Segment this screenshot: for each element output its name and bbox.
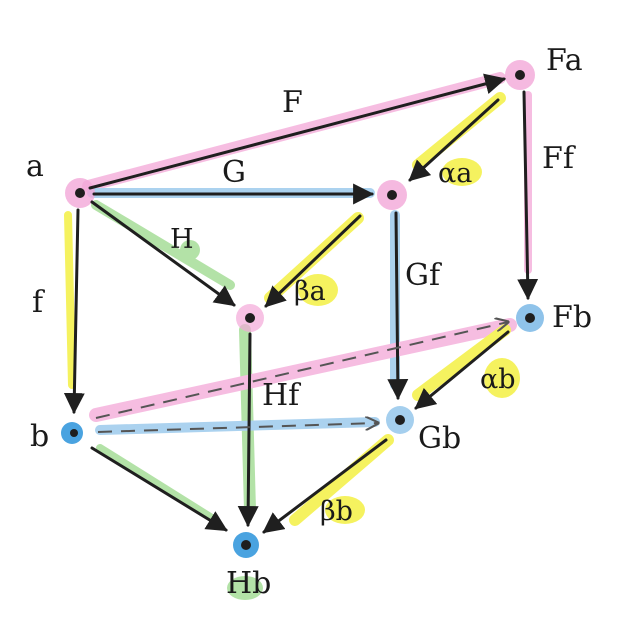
label-beta-a: βa <box>294 276 326 307</box>
arrow-alpha-b <box>414 330 510 410</box>
label-Ff: Ff <box>542 141 576 176</box>
arrow-Ff <box>517 90 539 301</box>
label-b: b <box>30 419 49 454</box>
node-Ga <box>377 180 407 210</box>
arrow-bGb-dashed <box>97 423 378 433</box>
arrow-alpha-a <box>408 98 500 182</box>
arrow-H <box>90 200 236 307</box>
label-Hb: Hb <box>226 566 271 601</box>
label-Gb: Gb <box>418 421 461 456</box>
label-F: F <box>282 85 303 120</box>
node-a <box>65 178 95 208</box>
arrow-beta-b <box>262 438 388 534</box>
node-Fb <box>516 304 544 332</box>
morphism-arrows <box>63 73 539 532</box>
node-Gb <box>386 406 414 434</box>
arrow-Gf <box>387 211 409 401</box>
arrow-bHb <box>90 446 228 532</box>
arrow-beta-a <box>264 214 362 308</box>
label-Hf: Hf <box>262 378 301 413</box>
transformation-arrows <box>262 98 510 534</box>
label-H: H <box>170 224 194 255</box>
label-Gf: Gf <box>405 258 442 293</box>
label-beta-b: βb <box>320 496 353 527</box>
arrow-bFb-dashed <box>95 322 508 419</box>
labels: a Fa b Fb Gb Hb F G H f Ff Gf Hf αa βa α… <box>26 43 592 601</box>
label-alpha-a: αa <box>438 158 472 189</box>
label-Fa: Fa <box>546 43 583 78</box>
highlight-washes <box>64 72 532 600</box>
label-f: f <box>32 285 45 320</box>
arrow-f <box>63 208 85 415</box>
node-b <box>61 422 83 444</box>
label-Fb: Fb <box>552 300 592 335</box>
object-nodes <box>61 60 544 558</box>
label-alpha-b: αb <box>480 364 516 395</box>
node-Fa <box>505 60 535 90</box>
node-Hb <box>233 532 259 558</box>
label-G: G <box>222 155 246 190</box>
node-Ha <box>236 304 264 332</box>
label-a: a <box>26 149 44 184</box>
arrow-F <box>88 73 507 190</box>
arrow-Hf <box>237 332 259 528</box>
